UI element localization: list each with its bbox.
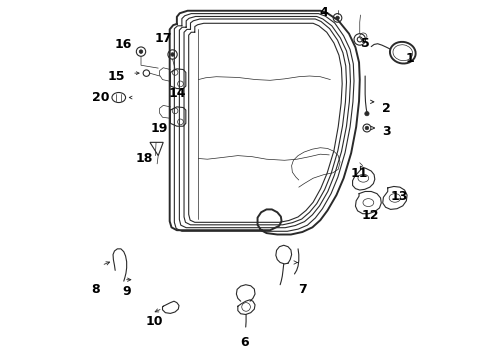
Text: 5: 5 bbox=[361, 37, 369, 50]
Text: 3: 3 bbox=[382, 125, 391, 138]
Text: 8: 8 bbox=[91, 283, 99, 296]
Text: 19: 19 bbox=[151, 122, 169, 135]
Text: 6: 6 bbox=[241, 336, 249, 348]
Text: 2: 2 bbox=[382, 102, 391, 115]
Text: 1: 1 bbox=[406, 51, 415, 64]
Circle shape bbox=[365, 112, 369, 116]
Circle shape bbox=[365, 126, 368, 130]
Text: 13: 13 bbox=[391, 190, 408, 203]
Circle shape bbox=[171, 53, 174, 56]
Text: 4: 4 bbox=[319, 6, 328, 19]
Text: 16: 16 bbox=[114, 38, 132, 51]
Text: 10: 10 bbox=[146, 315, 163, 328]
Text: 17: 17 bbox=[154, 32, 172, 45]
Text: 7: 7 bbox=[298, 283, 307, 296]
Text: 9: 9 bbox=[122, 285, 131, 298]
Circle shape bbox=[139, 50, 143, 53]
Text: 15: 15 bbox=[107, 69, 124, 82]
Text: 20: 20 bbox=[92, 91, 110, 104]
Text: 12: 12 bbox=[362, 210, 379, 222]
Text: 18: 18 bbox=[135, 152, 152, 165]
Text: 11: 11 bbox=[351, 167, 368, 180]
Circle shape bbox=[336, 16, 339, 20]
Text: 14: 14 bbox=[168, 87, 186, 100]
